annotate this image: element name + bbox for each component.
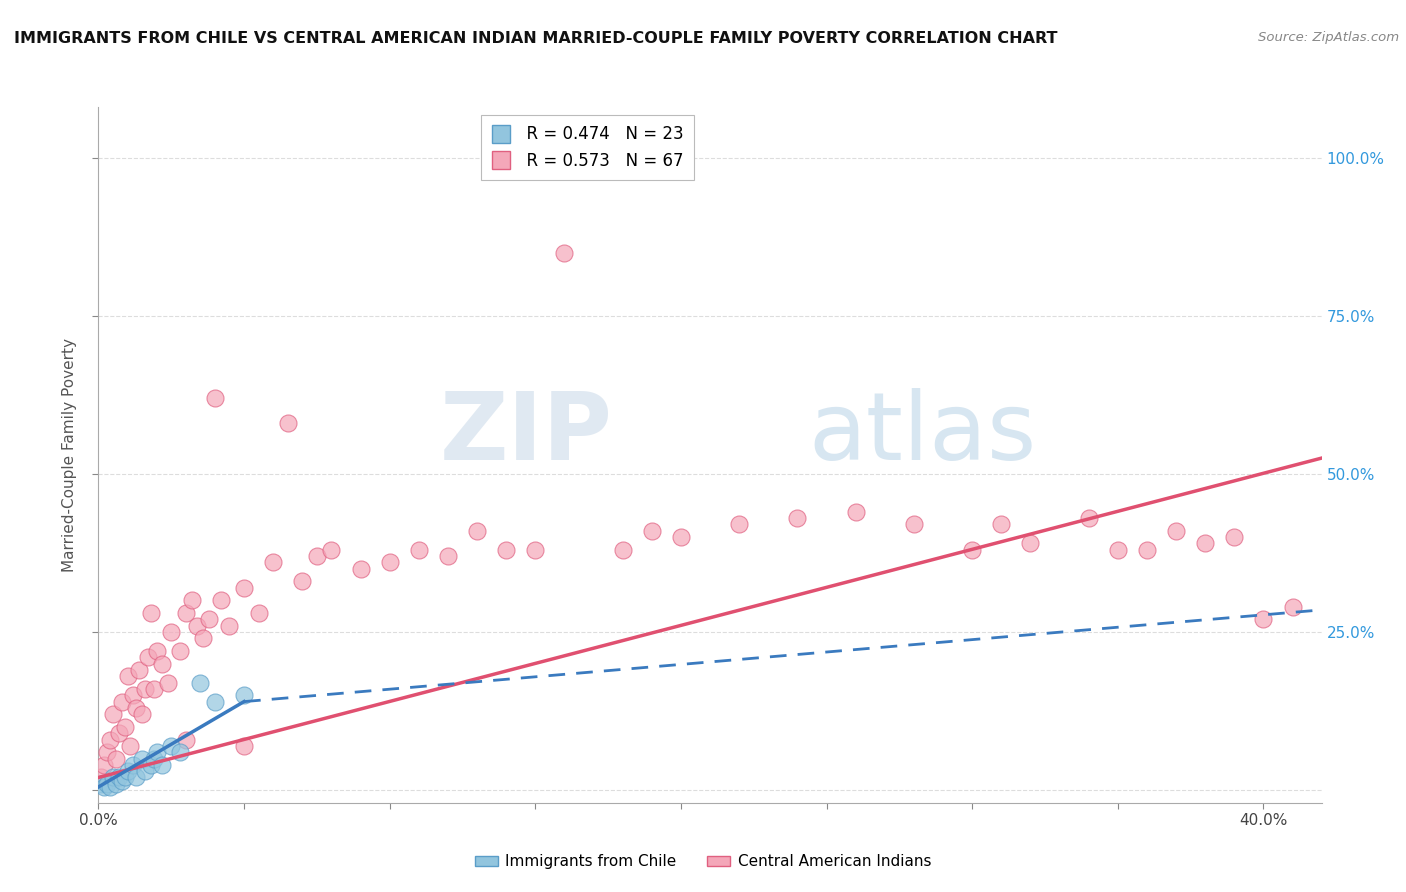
Point: [169, 644, 191, 658]
Point: [122, 757, 145, 772]
Point: [96, 745, 118, 759]
Point: [111, 773, 134, 788]
Point: [134, 681, 156, 696]
Point: [142, 681, 165, 696]
Legend: Immigrants from Chile, Central American Indians: Immigrants from Chile, Central American …: [468, 848, 938, 875]
Point: [142, 751, 165, 765]
Point: [1107, 542, 1129, 557]
Point: [125, 701, 148, 715]
Point: [145, 745, 167, 759]
Point: [262, 556, 284, 570]
Point: [198, 612, 221, 626]
Text: Source: ZipAtlas.com: Source: ZipAtlas.com: [1258, 31, 1399, 45]
Point: [111, 695, 134, 709]
Point: [104, 777, 127, 791]
Point: [174, 732, 197, 747]
Point: [218, 618, 240, 632]
Point: [1019, 536, 1042, 550]
Point: [349, 562, 371, 576]
Point: [233, 581, 256, 595]
Text: IMMIGRANTS FROM CHILE VS CENTRAL AMERICAN INDIAN MARRIED-COUPLE FAMILY POVERTY C: IMMIGRANTS FROM CHILE VS CENTRAL AMERICA…: [14, 31, 1057, 46]
Point: [1194, 536, 1216, 550]
Point: [845, 505, 868, 519]
Point: [139, 757, 162, 772]
Point: [169, 745, 191, 759]
Point: [990, 517, 1012, 532]
Point: [98, 780, 121, 794]
Point: [152, 657, 174, 671]
Point: [145, 644, 167, 658]
Point: [93, 757, 115, 772]
Point: [233, 688, 256, 702]
Point: [669, 530, 692, 544]
Point: [90, 777, 112, 791]
Point: [93, 780, 115, 794]
Point: [134, 764, 156, 779]
Legend:   R = 0.474   N = 23,   R = 0.573   N = 67: R = 0.474 N = 23, R = 0.573 N = 67: [481, 115, 695, 179]
Point: [1223, 530, 1246, 544]
Point: [209, 593, 232, 607]
Point: [128, 663, 150, 677]
Point: [437, 549, 460, 563]
Point: [1077, 511, 1099, 525]
Point: [96, 777, 118, 791]
Point: [247, 606, 270, 620]
Point: [136, 650, 159, 665]
Point: [233, 739, 256, 753]
Point: [104, 751, 127, 765]
Point: [108, 771, 131, 785]
Point: [188, 675, 212, 690]
Point: [114, 720, 136, 734]
Point: [1164, 524, 1187, 538]
Point: [1136, 542, 1159, 557]
Point: [98, 732, 121, 747]
Point: [1281, 599, 1303, 614]
Point: [291, 574, 314, 589]
Point: [553, 245, 575, 260]
Point: [160, 739, 183, 753]
Y-axis label: Married-Couple Family Poverty: Married-Couple Family Poverty: [62, 338, 77, 572]
Point: [117, 764, 139, 779]
Point: [641, 524, 664, 538]
Text: atlas: atlas: [808, 388, 1036, 480]
Point: [125, 771, 148, 785]
Point: [114, 771, 136, 785]
Point: [193, 632, 215, 646]
Point: [139, 606, 162, 620]
Point: [160, 625, 183, 640]
Point: [524, 542, 547, 557]
Point: [612, 542, 634, 557]
Point: [157, 675, 180, 690]
Point: [122, 688, 145, 702]
Point: [117, 669, 139, 683]
Point: [465, 524, 488, 538]
Point: [903, 517, 925, 532]
Point: [131, 707, 153, 722]
Point: [90, 771, 112, 785]
Point: [174, 606, 197, 620]
Point: [277, 417, 299, 431]
Point: [321, 542, 343, 557]
Text: ZIP: ZIP: [439, 388, 612, 480]
Point: [728, 517, 751, 532]
Point: [186, 618, 208, 632]
Point: [120, 739, 142, 753]
Point: [960, 542, 983, 557]
Point: [180, 593, 202, 607]
Point: [204, 695, 226, 709]
Point: [108, 726, 131, 740]
Point: [495, 542, 517, 557]
Point: [101, 707, 124, 722]
Point: [204, 391, 226, 405]
Point: [408, 542, 430, 557]
Point: [378, 556, 401, 570]
Point: [101, 771, 124, 785]
Point: [1253, 612, 1275, 626]
Point: [786, 511, 808, 525]
Point: [152, 757, 174, 772]
Point: [131, 751, 153, 765]
Point: [305, 549, 328, 563]
